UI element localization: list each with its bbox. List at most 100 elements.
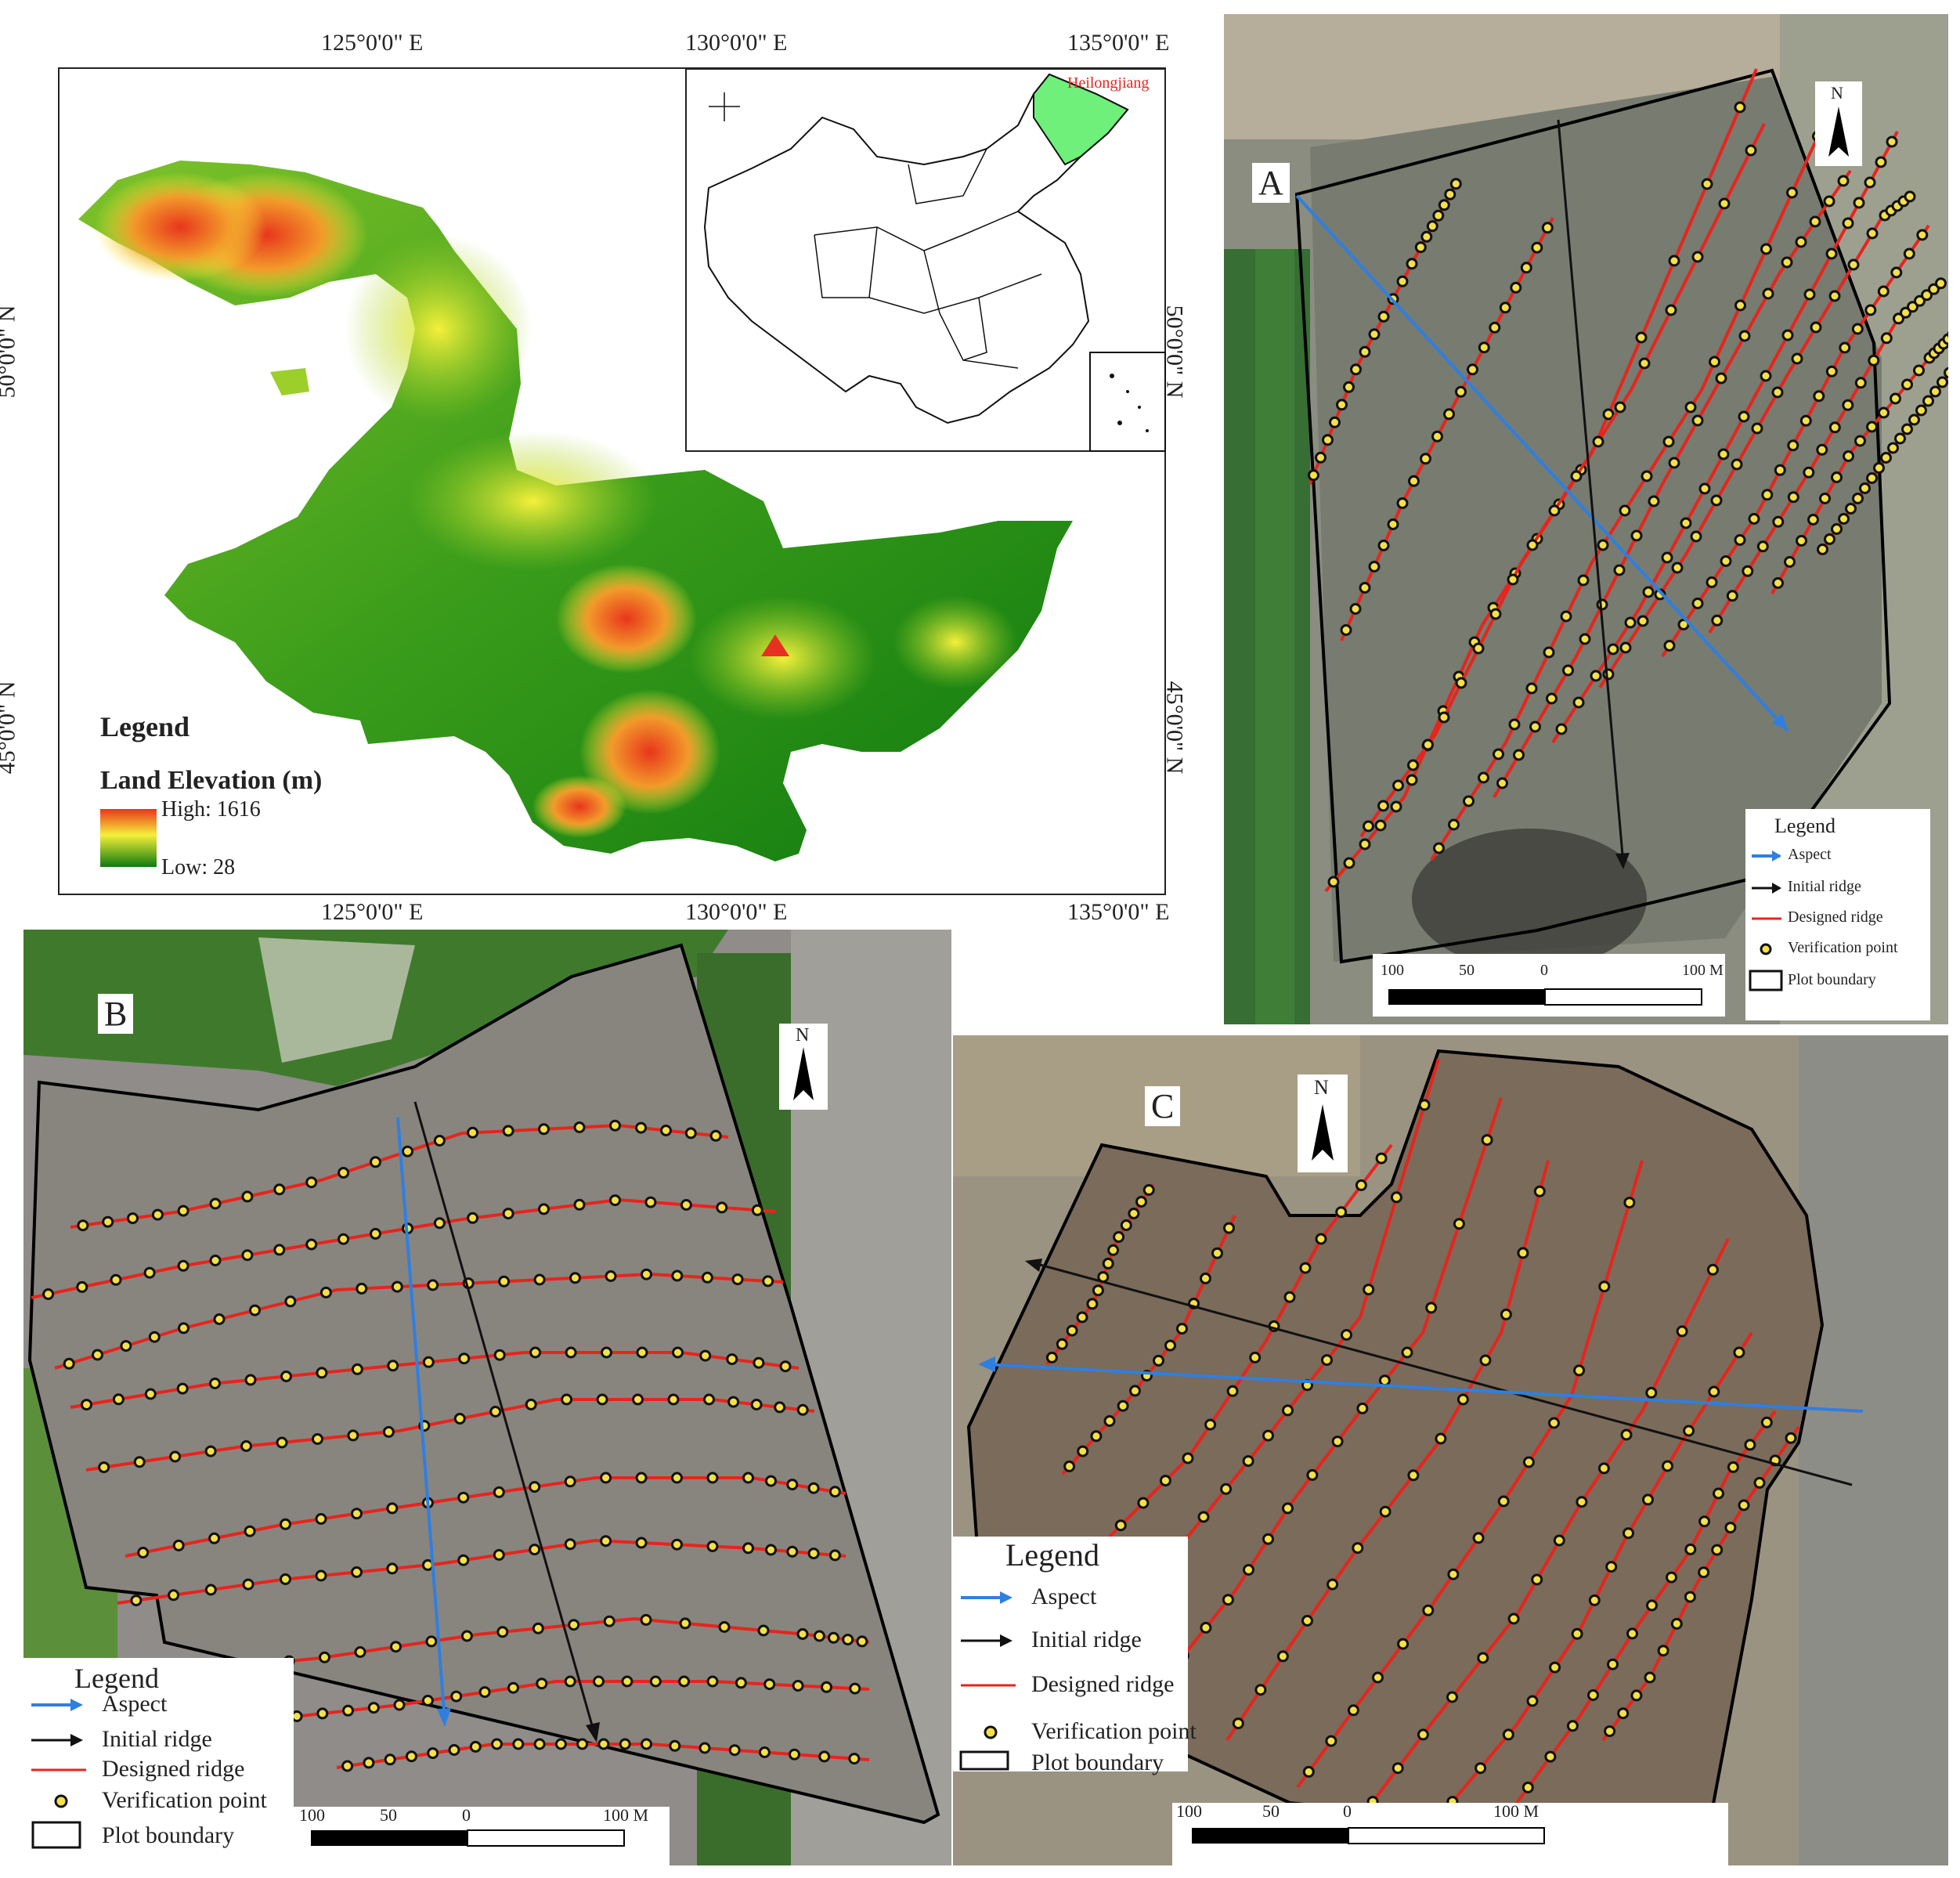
verification-point	[564, 1538, 576, 1551]
plot-b-initial-ridge-head	[586, 1722, 600, 1743]
verification-point	[1493, 748, 1504, 760]
verification-point	[649, 1675, 662, 1688]
verification-point	[1753, 1476, 1766, 1489]
elevation-high-south	[579, 689, 720, 814]
verification-point	[1803, 466, 1815, 479]
verification-point	[1619, 504, 1631, 517]
verification-point	[1113, 1231, 1125, 1243]
verification-point	[1322, 434, 1334, 446]
lat-label-right-50: 50°0'0" N	[1161, 305, 1188, 399]
verification-point	[284, 1295, 297, 1308]
south-china-sea-box	[1089, 352, 1166, 452]
verification-point	[406, 1750, 417, 1763]
verification-point	[1698, 482, 1711, 495]
verification-point	[467, 1212, 479, 1224]
verification-point	[1690, 530, 1702, 543]
verification-point	[1734, 534, 1746, 546]
verification-point	[1738, 330, 1751, 342]
elevation-small-patch	[270, 368, 309, 395]
verification-point	[1592, 435, 1604, 448]
verification-point	[1562, 664, 1574, 677]
verification-point	[529, 1346, 542, 1359]
verification-point	[635, 1537, 648, 1549]
verification-point	[1350, 363, 1362, 376]
plot-a-north-label: N	[1831, 83, 1843, 103]
verification-point	[1623, 1197, 1636, 1209]
verification-point	[1698, 1566, 1710, 1579]
verification-point	[81, 1399, 92, 1411]
plot-a-scale-50: 50	[1459, 962, 1475, 979]
verification-point	[525, 1398, 537, 1410]
verification-point	[1463, 795, 1475, 807]
verification-point	[1784, 556, 1796, 568]
plot-c-initial-ridge	[1031, 1261, 1853, 1486]
verification-point	[1845, 503, 1857, 515]
verification-point	[699, 1349, 712, 1362]
verification-point	[1738, 1499, 1750, 1511]
verification-point	[178, 1322, 190, 1334]
verification-point	[457, 1491, 470, 1504]
verification-point	[1479, 1354, 1492, 1367]
plot-c-ridge-7-line	[1359, 1238, 1730, 1820]
plot-c-legend-boundary-symbol	[959, 1750, 1009, 1771]
verification-point	[762, 1275, 774, 1288]
verification-point	[1742, 565, 1754, 577]
verification-point	[1182, 1452, 1194, 1464]
verification-point	[779, 1360, 792, 1373]
verification-point	[569, 1272, 581, 1284]
lat-label-right-45: 45°0'0" N	[1161, 681, 1188, 775]
elevation-high-southwest	[532, 775, 626, 838]
verification-point	[1526, 539, 1539, 551]
verification-point	[1481, 1134, 1493, 1147]
verification-point	[1521, 1781, 1534, 1793]
verification-point	[1090, 1430, 1103, 1443]
verification-point	[209, 1378, 221, 1389]
verification-point	[765, 1475, 777, 1487]
verification-point	[1698, 1515, 1711, 1528]
verification-point	[605, 1270, 617, 1282]
verification-point	[1444, 188, 1456, 200]
verification-point	[1894, 432, 1906, 445]
verification-point	[110, 1273, 122, 1286]
verification-point	[1785, 1432, 1797, 1444]
verification-point	[1772, 577, 1784, 589]
verification-point	[1063, 1460, 1076, 1472]
verification-point	[1477, 1652, 1489, 1664]
verification-point	[1944, 367, 1948, 379]
verification-point	[1809, 215, 1821, 228]
lon-label-bottom-130: 130°0'0" E	[685, 899, 788, 924]
plot-b-legend-point-symbol	[54, 1794, 68, 1808]
verification-point	[753, 1356, 765, 1369]
verification-point	[1635, 331, 1648, 344]
verification-point	[1443, 408, 1455, 421]
verification-point	[1842, 217, 1854, 229]
plot-a-legend-initial-head	[1772, 883, 1781, 894]
inset-north-arrow-icon	[709, 92, 740, 121]
verification-point	[458, 1353, 471, 1365]
verification-point	[644, 1196, 657, 1208]
verification-point	[1359, 838, 1371, 851]
verification-point	[1787, 491, 1799, 504]
verification-point	[538, 1123, 550, 1136]
verification-point	[1107, 1244, 1120, 1256]
plot-a-aspect-head	[1772, 713, 1788, 731]
verification-point	[1877, 285, 1890, 298]
verification-point	[1325, 1735, 1337, 1747]
verification-point	[1630, 529, 1643, 542]
verification-point	[1711, 1544, 1724, 1556]
verification-point	[1543, 646, 1555, 659]
verification-point	[742, 1472, 754, 1484]
verification-point	[1513, 749, 1525, 761]
verification-point	[1717, 448, 1730, 460]
verification-point	[1720, 555, 1732, 567]
plot-a-scale-light	[1544, 988, 1702, 1006]
verification-point	[1607, 643, 1619, 655]
verification-point	[1555, 723, 1568, 735]
verification-point	[1929, 385, 1941, 398]
verification-point	[1254, 1684, 1267, 1696]
plot-c-aspect-head	[978, 1356, 995, 1372]
verification-point	[564, 1675, 576, 1688]
verification-point	[1372, 1671, 1384, 1684]
verification-point	[828, 1631, 839, 1644]
plot-b-legend-boundary-symbol	[31, 1821, 81, 1849]
